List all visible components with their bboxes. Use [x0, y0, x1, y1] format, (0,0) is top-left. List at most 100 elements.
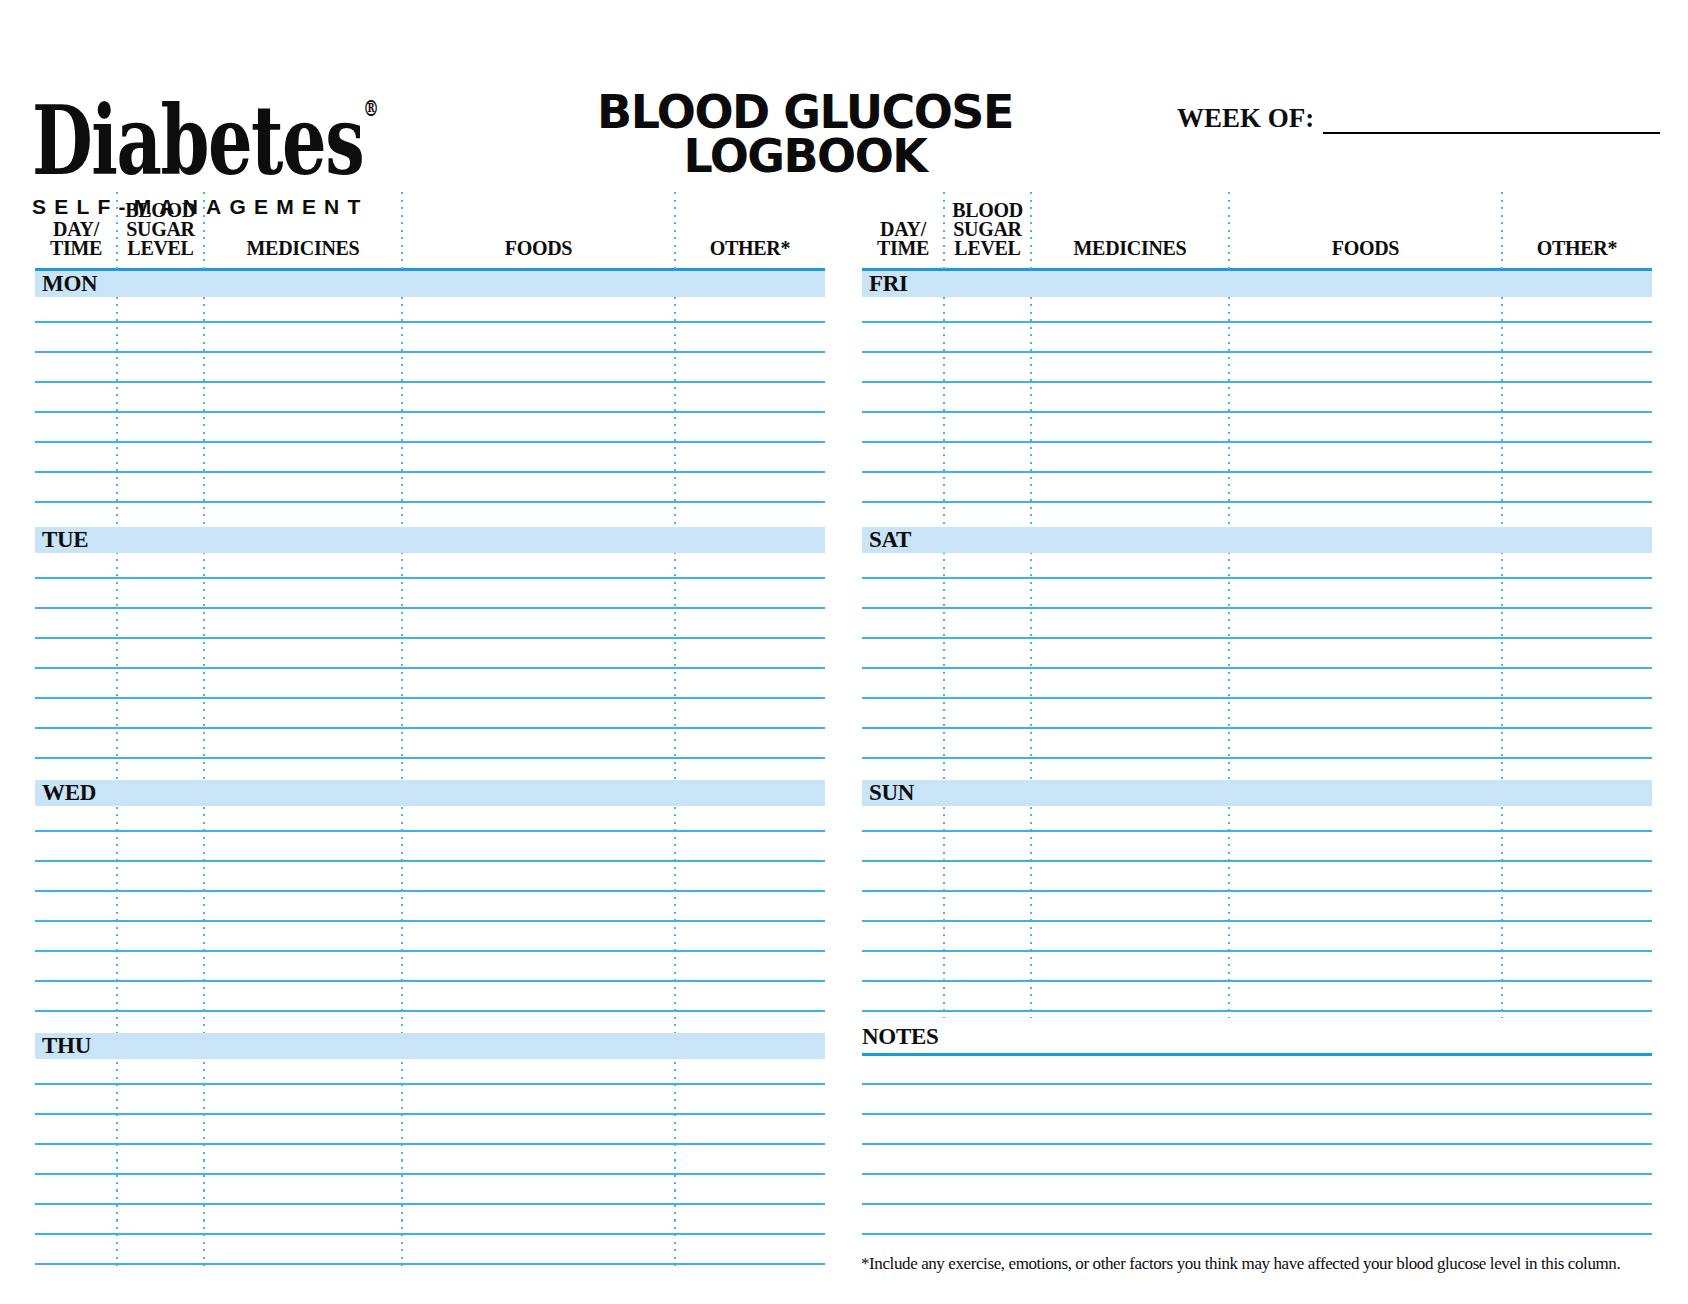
- row-line: [35, 321, 825, 323]
- row-line: [35, 411, 825, 413]
- notes-underline: [862, 1053, 1652, 1056]
- column-separator: [401, 192, 403, 1271]
- note-line: [862, 1143, 1652, 1145]
- column-header-day-time: DAY/TIME: [862, 190, 944, 258]
- row-line: [862, 697, 1652, 699]
- column-header-blood-sugar-level-line: LEVEL: [127, 239, 193, 258]
- brand-name: Diabetes®: [32, 58, 273, 191]
- note-line: [862, 1203, 1652, 1205]
- row-line: [862, 667, 1652, 669]
- column-separator: [1228, 192, 1230, 1018]
- page: Diabetes® SELF-MANAGEMENT BLOOD GLUCOSE …: [0, 0, 1688, 1304]
- row-line: [35, 1263, 825, 1265]
- row-line: [35, 381, 825, 383]
- column-separator: [203, 192, 205, 1271]
- day-label-sat: SAT: [869, 527, 911, 553]
- registered-mark-icon: ®: [363, 95, 379, 121]
- column-header-blood-sugar-level-line: LEVEL: [954, 239, 1020, 258]
- column-separator: [943, 192, 945, 1018]
- column-separator: [1501, 192, 1503, 1018]
- page-title: BLOOD GLUCOSE LOGBOOK: [520, 90, 1090, 178]
- page-title-line1: BLOOD GLUCOSE: [520, 90, 1090, 134]
- row-line: [862, 1010, 1652, 1012]
- row-line: [35, 607, 825, 609]
- row-line: [35, 920, 825, 922]
- day-bar-sun: SUN: [862, 780, 1652, 806]
- day-bar-fri: FRI: [862, 271, 1652, 297]
- column-header-other-line: OTHER*: [710, 239, 790, 258]
- row-line: [862, 351, 1652, 353]
- row-line: [35, 501, 825, 503]
- day-label-tue: TUE: [42, 527, 88, 553]
- note-line: [862, 1113, 1652, 1115]
- column-header-other-line: OTHER*: [1537, 239, 1617, 258]
- row-line: [862, 381, 1652, 383]
- column-header-day-time: DAY/TIME: [35, 190, 117, 258]
- row-line: [862, 501, 1652, 503]
- column-header-other: OTHER*: [1502, 190, 1652, 258]
- day-label-wed: WED: [42, 780, 96, 806]
- row-line: [35, 757, 825, 759]
- week-of-input-line[interactable]: [1323, 102, 1660, 134]
- column-separator: [116, 192, 118, 1271]
- row-line: [862, 980, 1652, 982]
- notes-label: NOTES: [862, 1024, 938, 1050]
- day-bar-thu: THU: [35, 1033, 825, 1059]
- row-line: [35, 860, 825, 862]
- row-line: [35, 1173, 825, 1175]
- week-of-label: WEEK OF:: [1177, 103, 1314, 134]
- row-line: [862, 441, 1652, 443]
- row-line: [35, 667, 825, 669]
- row-line: [862, 757, 1652, 759]
- row-line: [35, 637, 825, 639]
- page-title-line2: LOGBOOK: [520, 134, 1090, 178]
- row-line: [35, 1083, 825, 1085]
- column-separator: [674, 192, 676, 1271]
- column-header-blood-sugar-level: BLOODSUGARLEVEL: [944, 190, 1031, 258]
- column-header-foods: FOODS: [1229, 190, 1502, 258]
- column-header-foods-line: FOODS: [505, 239, 572, 258]
- day-bar-sat: SAT: [862, 527, 1652, 553]
- note-line: [862, 1083, 1652, 1085]
- column-header-medicines-line: MEDICINES: [1074, 239, 1187, 258]
- row-line: [862, 471, 1652, 473]
- row-line: [35, 727, 825, 729]
- row-line: [35, 950, 825, 952]
- row-line: [35, 830, 825, 832]
- day-label-fri: FRI: [869, 271, 908, 297]
- row-line: [862, 637, 1652, 639]
- day-label-thu: THU: [42, 1033, 91, 1059]
- row-line: [862, 321, 1652, 323]
- week-of-field: WEEK OF:: [1177, 102, 1660, 134]
- column-header-blood-sugar-level: BLOODSUGARLEVEL: [117, 190, 204, 258]
- log-table-right: DAY/TIMEBLOODSUGARLEVEL MEDICINES FOODS OTH…: [862, 190, 1652, 1280]
- column-header-foods-line: FOODS: [1332, 239, 1399, 258]
- row-line: [35, 1233, 825, 1235]
- row-line: [35, 1010, 825, 1012]
- row-line: [35, 890, 825, 892]
- row-line: [862, 830, 1652, 832]
- column-header-medicines: MEDICINES: [1031, 190, 1229, 258]
- row-line: [862, 950, 1652, 952]
- footnote: *Include any exercise, emotions, or othe…: [861, 1254, 1661, 1274]
- row-line: [862, 607, 1652, 609]
- row-line: [862, 890, 1652, 892]
- row-line: [862, 727, 1652, 729]
- day-bar-wed: WED: [35, 780, 825, 806]
- note-line: [862, 1173, 1652, 1175]
- day-label-mon: MON: [42, 271, 97, 297]
- day-bar-tue: TUE: [35, 527, 825, 553]
- brand-name-text: Diabetes: [32, 84, 363, 197]
- row-line: [862, 920, 1652, 922]
- column-header-medicines: MEDICINES: [204, 190, 402, 258]
- column-header-day-time-line: TIME: [50, 239, 102, 258]
- row-line: [35, 577, 825, 579]
- column-header-other: OTHER*: [675, 190, 825, 258]
- log-table-left: DAY/TIMEBLOODSUGARLEVELMEDICINES FOODS OTH…: [35, 190, 825, 1280]
- row-line: [35, 351, 825, 353]
- row-line: [35, 441, 825, 443]
- row-line: [862, 860, 1652, 862]
- day-label-sun: SUN: [869, 780, 914, 806]
- row-line: [35, 471, 825, 473]
- row-line: [35, 1113, 825, 1115]
